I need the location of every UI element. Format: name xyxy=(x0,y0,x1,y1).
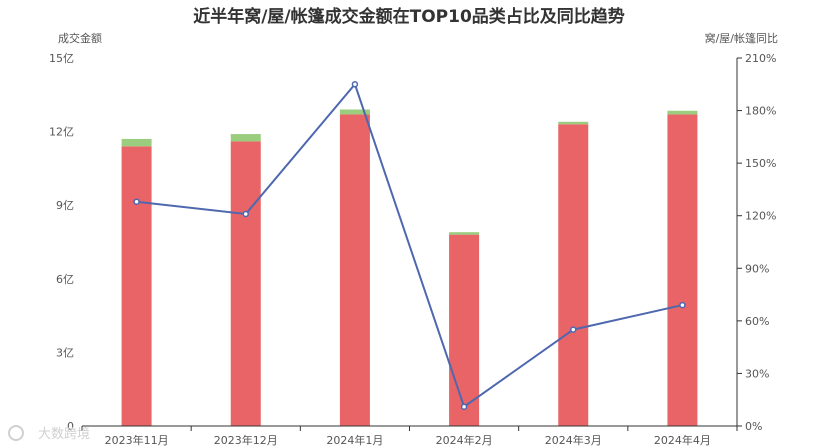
right-tick-label: 60% xyxy=(745,315,769,328)
watermark: 大数跨境 xyxy=(8,425,90,442)
bar-top xyxy=(667,110,698,115)
bar-main xyxy=(667,114,698,426)
yoy-point xyxy=(242,210,249,218)
right-tick-label: 210% xyxy=(745,52,776,65)
bar-main xyxy=(339,114,370,426)
right-tick-label: 180% xyxy=(745,105,776,118)
line-series xyxy=(133,81,686,410)
left-tick-label: 12亿 xyxy=(49,126,74,139)
yoy-line xyxy=(136,82,683,409)
bar-main xyxy=(449,234,480,426)
bar-main xyxy=(558,124,589,427)
left-tick-label: 15亿 xyxy=(49,52,74,65)
right-axis: 0% 30% 60% 90% 120% 150% 180% 210% xyxy=(736,52,776,433)
right-tick-label: 30% xyxy=(745,367,769,380)
x-tick-label: 2024年1月 xyxy=(326,433,383,447)
bar-main xyxy=(121,146,152,426)
yoy-point xyxy=(570,326,577,333)
bars xyxy=(121,109,698,427)
watermark-logo-icon xyxy=(8,425,24,441)
left-axis: 0 3亿 6亿 9亿 12亿 15亿 xyxy=(49,52,74,433)
x-tick-label: 2024年3月 xyxy=(545,433,602,447)
left-tick-label: 6亿 xyxy=(56,273,74,286)
right-tick-label: 0% xyxy=(745,420,762,433)
left-tick-label: 0 xyxy=(67,420,74,433)
x-tick-label: 2024年2月 xyxy=(436,433,493,447)
chart-title: 近半年窝/屋/帐篷成交金额在TOP10品类占比及同比趋势 xyxy=(193,6,625,27)
yoy-point xyxy=(460,403,468,410)
bar-top xyxy=(558,121,589,125)
left-tick-label: 3亿 xyxy=(56,346,74,359)
yoy-point xyxy=(351,81,359,88)
bar-top xyxy=(121,138,152,147)
x-axis: 2023年11月 2023年12月 2024年1月 2024年2月 2024年3月 202… xyxy=(81,425,738,447)
x-tick-label: 2024年4月 xyxy=(654,433,711,447)
yoy-point xyxy=(133,198,140,205)
left-axis-name: 成交金额 xyxy=(58,31,102,45)
right-axis-name: 窝/屋/帐篷同比 xyxy=(705,31,778,45)
x-tick-label: 2023年11月 xyxy=(105,433,169,447)
bar-top xyxy=(449,232,480,235)
bar-main xyxy=(230,141,261,426)
left-tick-label: 9亿 xyxy=(56,199,74,212)
right-tick-label: 150% xyxy=(745,157,776,170)
bar-top xyxy=(230,134,261,142)
bar-top xyxy=(339,109,370,115)
right-tick-label: 120% xyxy=(745,210,776,223)
yoy-point xyxy=(679,301,686,309)
x-tick-label: 2023年12月 xyxy=(214,433,278,447)
watermark-text: 大数跨境 xyxy=(38,427,90,442)
right-tick-label: 90% xyxy=(745,262,769,275)
